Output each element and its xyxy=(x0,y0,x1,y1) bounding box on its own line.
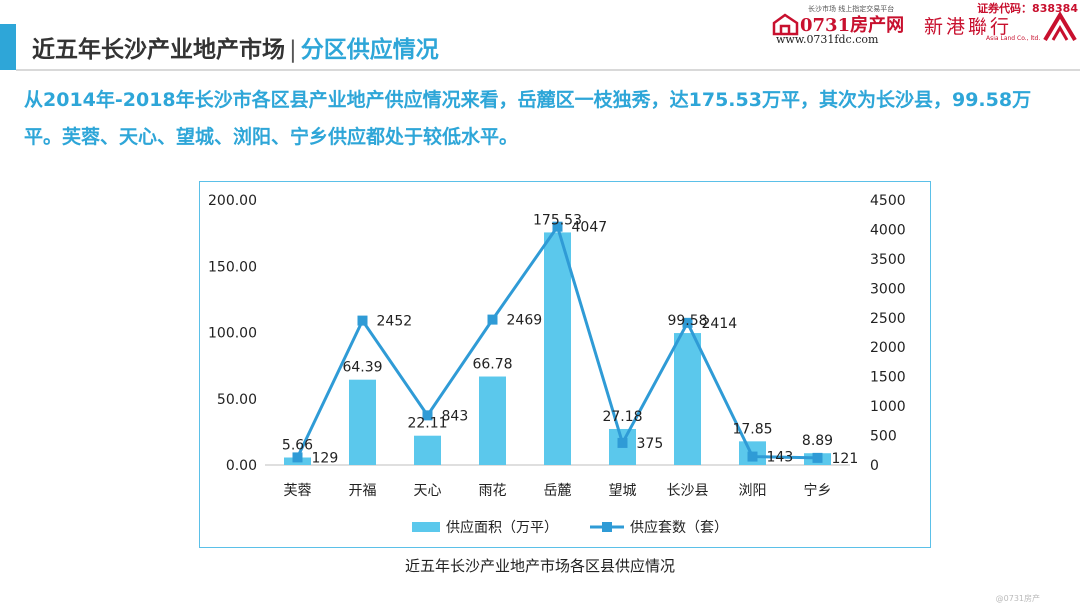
title-separator: | xyxy=(289,37,297,63)
supply-chart: 0.00 50.00 100.00 150.00 200.00 0 500 1000 1500 2… xyxy=(208,193,906,536)
left-axis-tick-label: 150.00 xyxy=(208,259,257,275)
right-axis-tick-label: 1000 xyxy=(870,399,906,415)
bar-data-label: 22.11 xyxy=(407,416,447,432)
category-label: 开福 xyxy=(349,483,377,499)
page-title: 近五年长沙产业地产市场 | 分区供应情况 xyxy=(32,30,439,64)
line-data-label: 375 xyxy=(637,436,664,452)
line-point-3 xyxy=(487,314,498,325)
legend-line-marker xyxy=(602,522,612,532)
line-data-label: 121 xyxy=(832,451,859,467)
bar-3 xyxy=(479,376,506,465)
stock-code: 证券代码：838384 xyxy=(977,2,1078,15)
page-title-main: 近五年长沙产业地产市场 xyxy=(32,37,285,63)
line-data-label: 2452 xyxy=(377,314,413,330)
left-axis-tick-label: 50.00 xyxy=(217,392,257,408)
header-accent-bar xyxy=(0,24,16,70)
page-subtitle: 分区供应情况 xyxy=(300,37,439,63)
category-label: 长沙县 xyxy=(667,483,709,499)
company-name-en: Asia Land Co., ltd. xyxy=(986,35,1041,42)
line-data-label: 143 xyxy=(767,450,794,466)
bar-2 xyxy=(414,435,441,465)
right-axis-tick-label: 1500 xyxy=(870,370,906,386)
company-symbol-icon xyxy=(1043,12,1077,42)
bar-data-label: 27.18 xyxy=(602,409,642,425)
line-point-7 xyxy=(747,451,758,462)
line-point-6 xyxy=(682,317,693,328)
right-axis-tick-label: 2500 xyxy=(870,311,906,327)
house-logo-icon xyxy=(772,13,799,36)
category-label: 宁乡 xyxy=(804,482,832,499)
category-label: 望城 xyxy=(609,483,637,499)
bar-4 xyxy=(544,232,571,465)
chart-frame: 0.00 50.00 100.00 150.00 200.00 0 500 1000 1500 2… xyxy=(199,181,931,548)
platform-logo: 长沙市场 线上指定交易平台 0731房产网 www.0731fdc.com xyxy=(772,4,922,46)
bar-data-label: 99.58 xyxy=(667,313,707,329)
right-axis-tick-label: 3000 xyxy=(870,281,906,297)
line-point-2 xyxy=(422,410,433,421)
left-axis-tick-label: 0.00 xyxy=(226,458,257,474)
line-point-4 xyxy=(552,221,563,232)
left-axis-tick-label: 100.00 xyxy=(208,326,257,342)
right-axis-tick-label: 500 xyxy=(870,429,897,445)
category-label: 芙蓉 xyxy=(284,482,312,499)
category-label: 雨花 xyxy=(479,483,507,499)
left-axis-tick-label: 200.00 xyxy=(208,193,257,209)
bar-data-label: 17.85 xyxy=(732,421,772,437)
bar-1 xyxy=(349,379,376,465)
right-axis-tick-label: 2000 xyxy=(870,340,906,356)
bar-data-label: 175.53 xyxy=(533,212,582,228)
line-data-label: 2469 xyxy=(507,313,543,329)
right-axis-tick-label: 4500 xyxy=(870,193,906,209)
legend-line-label: 供应套数（套） xyxy=(630,519,728,536)
company-logo: 新港聯行 Asia Land Co., ltd. xyxy=(924,10,1080,46)
header-divider xyxy=(16,69,1080,71)
line-point-8 xyxy=(812,452,823,463)
platform-name: 0731房产网 xyxy=(800,15,905,36)
right-axis-tick-label: 0 xyxy=(870,458,879,474)
line-data-label: 129 xyxy=(312,450,339,466)
right-axis-tick-label: 4000 xyxy=(870,222,906,238)
bar-data-label: 5.66 xyxy=(282,438,313,454)
right-axis-tick-label: 3500 xyxy=(870,252,906,268)
legend-bar-swatch xyxy=(412,522,440,532)
watermark: @0731房产 xyxy=(995,594,1040,603)
category-label: 天心 xyxy=(414,483,442,499)
chart-caption: 近五年长沙产业地产市场各区县供应情况 xyxy=(404,557,675,575)
line-data-label: 2414 xyxy=(702,316,738,332)
line-point-1 xyxy=(357,315,368,326)
category-label: 浏阳 xyxy=(739,483,767,499)
line-point-5 xyxy=(617,437,628,448)
description-text: 从2014年-2018年长沙市各区县产业地产供应情况来看，岳麓区一枝独秀，达17… xyxy=(24,89,1032,148)
company-name-cn: 新港聯行 xyxy=(924,16,1013,38)
line-data-label: 843 xyxy=(442,408,469,424)
bar-data-label: 8.89 xyxy=(802,433,833,449)
line-point-0 xyxy=(292,452,303,463)
platform-url: www.0731fdc.com xyxy=(776,33,879,46)
bar-data-label: 66.78 xyxy=(472,357,512,373)
legend-bar-label: 供应面积（万平） xyxy=(446,519,558,536)
bar-6 xyxy=(674,333,701,465)
line-data-label: 4047 xyxy=(572,220,608,236)
platform-tagline: 长沙市场 线上指定交易平台 xyxy=(808,5,895,13)
category-label: 岳麓 xyxy=(544,483,572,499)
bar-data-label: 64.39 xyxy=(342,360,382,376)
